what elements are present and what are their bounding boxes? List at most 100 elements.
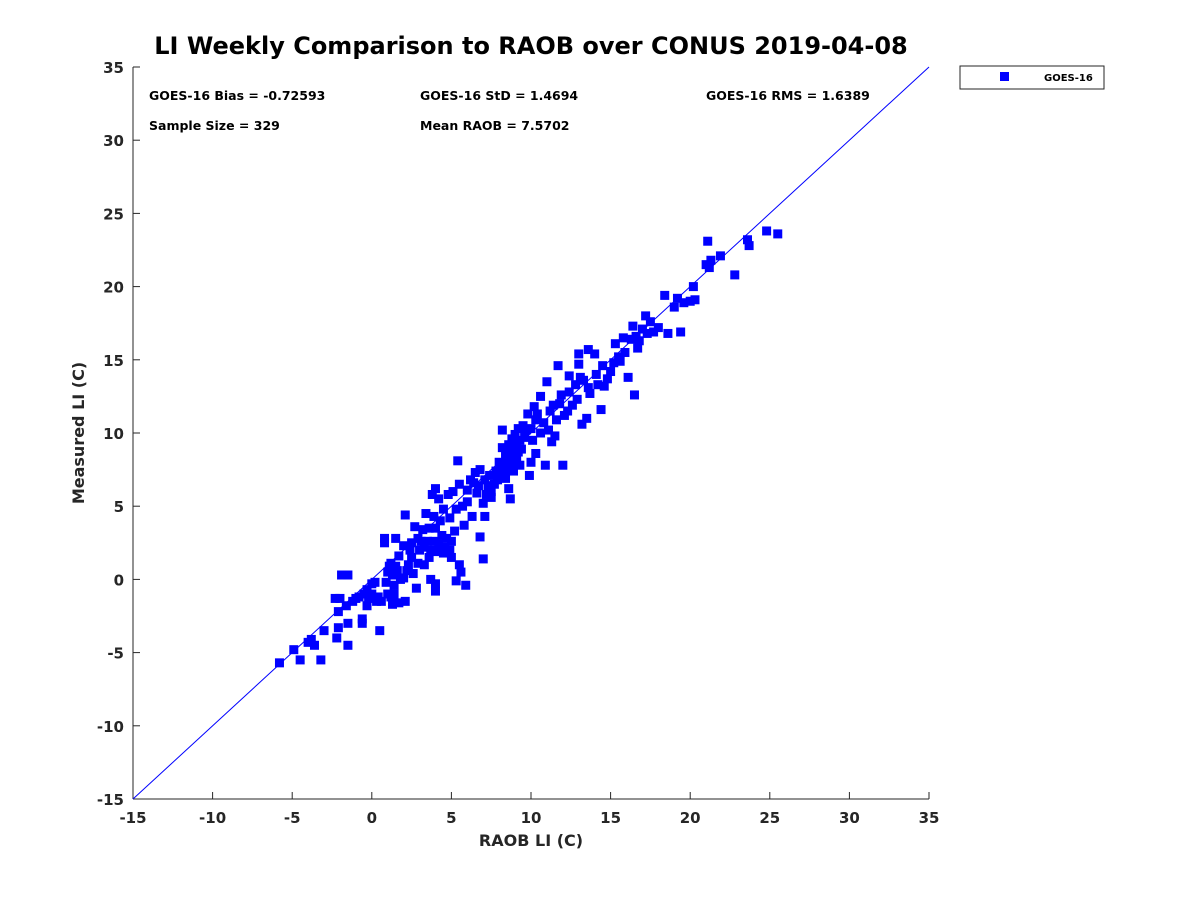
data-point — [309, 640, 319, 650]
data-point — [660, 290, 670, 300]
data-point — [442, 533, 452, 543]
data-point — [337, 570, 347, 580]
x-tick-label: -15 — [119, 809, 146, 827]
data-point — [407, 552, 417, 562]
data-point — [413, 558, 423, 568]
data-point — [579, 375, 589, 385]
data-point — [548, 400, 558, 410]
data-point — [645, 317, 655, 327]
data-point — [485, 470, 495, 480]
data-point — [550, 431, 560, 441]
data-point — [357, 618, 367, 628]
legend-label-goes16: GOES-16 — [1044, 73, 1093, 84]
data-point — [564, 371, 574, 381]
data-point — [316, 655, 326, 665]
data-point — [387, 570, 397, 580]
data-point — [454, 479, 464, 489]
data-point — [430, 586, 440, 596]
data-point — [411, 583, 421, 593]
data-point — [512, 453, 522, 463]
data-point — [679, 298, 689, 308]
data-point — [416, 536, 426, 546]
data-point — [653, 323, 663, 333]
x-tick-label: 0 — [367, 809, 377, 827]
data-point — [483, 481, 493, 491]
y-tick-label: 10 — [103, 425, 124, 443]
data-point — [615, 356, 625, 366]
x-tick-label: 20 — [680, 809, 701, 827]
data-point — [389, 580, 399, 590]
legend-marker-square — [1000, 72, 1009, 81]
data-point — [445, 513, 455, 523]
data-point — [590, 349, 600, 359]
data-point — [375, 626, 385, 636]
y-tick-label: -15 — [97, 791, 124, 809]
data-point — [744, 241, 754, 251]
data-point — [430, 484, 440, 494]
data-point — [430, 579, 440, 589]
data-point — [462, 497, 472, 507]
data-point — [306, 634, 316, 644]
data-point — [618, 333, 628, 343]
data-point — [341, 601, 351, 611]
data-point — [502, 465, 512, 475]
data-point — [480, 475, 490, 485]
data-point — [394, 551, 404, 561]
data-point — [410, 522, 420, 532]
data-point — [467, 511, 477, 521]
data-point — [685, 296, 695, 306]
data-point — [583, 345, 593, 355]
data-point — [475, 532, 485, 542]
data-point — [478, 554, 488, 564]
data-point — [574, 349, 584, 359]
plot-axes — [132, 66, 930, 800]
data-point — [407, 538, 417, 548]
data-point — [421, 509, 431, 519]
data-point — [553, 361, 563, 371]
x-tick-labels: -15 -10 -5 0 5 10 15 20 25 30 35 — [119, 809, 939, 827]
data-point — [501, 473, 511, 483]
y-tick-label: 20 — [103, 279, 124, 297]
data-point — [445, 545, 455, 555]
data-point — [470, 468, 480, 478]
x-tick-label: 5 — [446, 809, 456, 827]
y-tick-label: -5 — [107, 645, 124, 663]
data-point — [427, 489, 437, 499]
data-point — [542, 377, 552, 387]
data-point — [453, 456, 463, 466]
data-point — [295, 655, 305, 665]
data-point — [332, 633, 342, 643]
data-point — [536, 428, 546, 438]
data-point — [419, 542, 429, 552]
data-point — [473, 481, 483, 491]
x-tick-label: 15 — [600, 809, 621, 827]
data-point — [429, 511, 439, 521]
data-point — [387, 599, 397, 609]
data-point — [458, 501, 468, 511]
x-tick-label: 25 — [759, 809, 780, 827]
data-point — [333, 623, 343, 633]
data-point — [419, 560, 429, 570]
data-point — [418, 525, 428, 535]
data-point — [504, 440, 514, 450]
data-point — [596, 405, 606, 415]
data-point — [564, 387, 574, 397]
x-tick-label: 35 — [919, 809, 940, 827]
data-point — [515, 435, 525, 445]
data-point — [438, 504, 448, 514]
data-point — [773, 229, 783, 239]
data-point — [370, 577, 380, 587]
y-tick-label: 15 — [103, 352, 124, 370]
data-point — [551, 415, 561, 425]
data-point — [333, 607, 343, 617]
data-point — [451, 504, 461, 514]
data-point — [626, 334, 636, 344]
data-point — [443, 489, 453, 499]
data-point — [446, 536, 456, 546]
data-point — [343, 570, 353, 580]
data-point — [481, 489, 491, 499]
data-point — [437, 530, 447, 540]
data-point — [593, 380, 603, 390]
chart-title: LI Weekly Comparison to RAOB over CONUS … — [154, 32, 907, 60]
